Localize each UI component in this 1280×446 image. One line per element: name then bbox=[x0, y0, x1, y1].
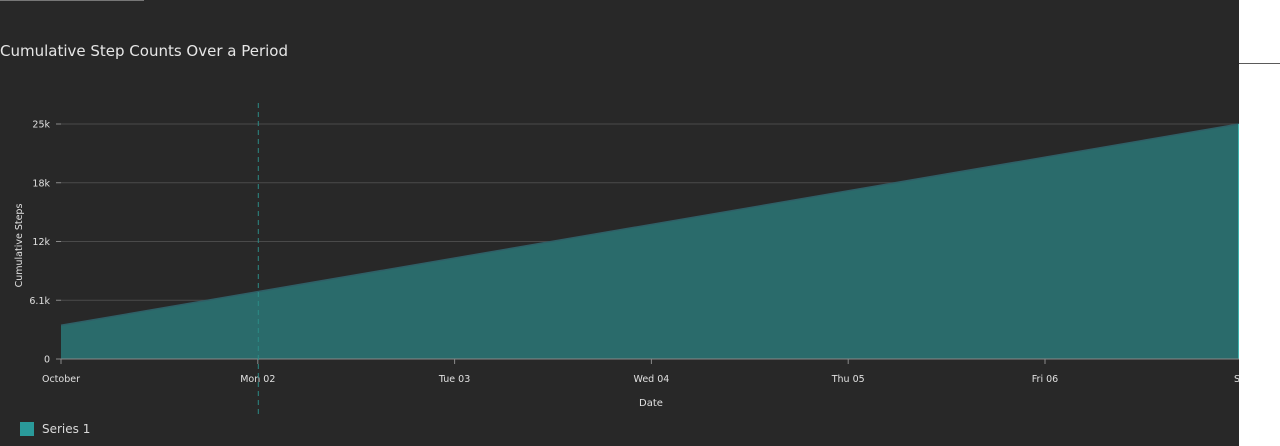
area-chart[interactable]: 0 6.1k 12k 18k 25k October Mon 02 Tue 03 Wed 04 T… bbox=[0, 0, 1239, 446]
tab-underline bbox=[0, 0, 144, 1]
chart-panel: Cumulative Step Counts Over a Period 0 6.… bbox=[0, 0, 1239, 446]
y-tick-label: 18k bbox=[32, 178, 50, 189]
legend[interactable]: Series 1 bbox=[20, 422, 90, 436]
chart-title: Cumulative Step Counts Over a Period bbox=[0, 42, 289, 60]
y-tick-label: 6.1k bbox=[29, 296, 50, 307]
x-tick-label: Thu 05 bbox=[831, 374, 865, 385]
y-axis-title: Cumulative Steps bbox=[14, 204, 25, 288]
legend-swatch bbox=[20, 422, 34, 436]
x-tick-label: Mon 02 bbox=[240, 374, 275, 385]
y-tick-label: 12k bbox=[32, 237, 50, 248]
title-divider-extension bbox=[1239, 63, 1280, 64]
x-tick-label: Tue 03 bbox=[438, 374, 470, 385]
legend-label: Series 1 bbox=[42, 422, 91, 436]
x-tick-label: Sat bbox=[1234, 374, 1239, 385]
y-tick-label: 25k bbox=[32, 120, 50, 131]
x-tick-label: Wed 04 bbox=[633, 374, 669, 385]
x-tick-label: October bbox=[42, 374, 80, 385]
y-tick-label: 0 bbox=[44, 355, 50, 366]
series-area bbox=[61, 124, 1239, 359]
series-line bbox=[60, 123, 1239, 327]
x-axis-title: Date bbox=[639, 398, 663, 409]
x-tick-label: Fri 06 bbox=[1032, 374, 1058, 385]
